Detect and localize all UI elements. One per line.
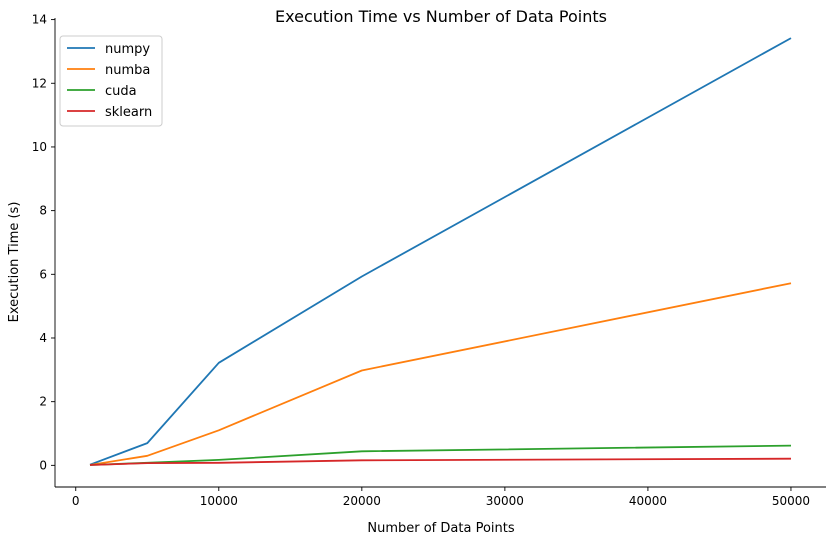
legend-label-cuda: cuda	[105, 84, 137, 99]
x-tick-label: 30000	[486, 494, 524, 508]
legend-label-sklearn: sklearn	[105, 105, 152, 120]
x-tick-label: 20000	[343, 494, 381, 508]
y-tick-label: 4	[39, 331, 47, 345]
x-tick-label: 40000	[629, 494, 667, 508]
y-tick-label: 6	[39, 267, 47, 281]
legend-label-numba: numba	[105, 63, 150, 78]
y-axis-label: Execution Time (s)	[7, 202, 22, 323]
series-line-numpy	[89, 37, 792, 466]
x-tick-label: 50000	[772, 494, 810, 508]
x-tick-label: 0	[72, 494, 80, 508]
series-line-sklearn	[89, 457, 792, 466]
x-axis-ticks: 0 10000 20000 30000 40000 50000	[72, 487, 810, 508]
y-tick-label: 10	[32, 140, 47, 154]
y-tick-label: 2	[39, 395, 47, 409]
x-tick-label: 10000	[200, 494, 238, 508]
legend: numpy numba cuda sklearn	[59, 35, 163, 127]
y-tick-label: 12	[32, 76, 47, 90]
y-axis-ticks: 0 2 4 6 8 10 12 14	[32, 13, 55, 472]
legend-items: numpy numba cuda sklearn	[67, 42, 152, 120]
y-tick-label: 0	[39, 458, 47, 472]
legend-box	[59, 35, 163, 127]
x-axis-label: Number of Data Points	[367, 521, 514, 536]
legend-label-numpy: numpy	[105, 42, 150, 57]
y-tick-label: 14	[32, 13, 47, 27]
series-line-numba	[89, 282, 792, 466]
y-tick-label: 8	[39, 204, 47, 218]
plot-area: 0 10000 20000 30000 40000 50000 0 2 4 6 8 10 12 14	[32, 13, 826, 508]
chart-title: Execution Time vs Number of Data Points	[275, 7, 607, 26]
series-lines	[89, 37, 792, 466]
